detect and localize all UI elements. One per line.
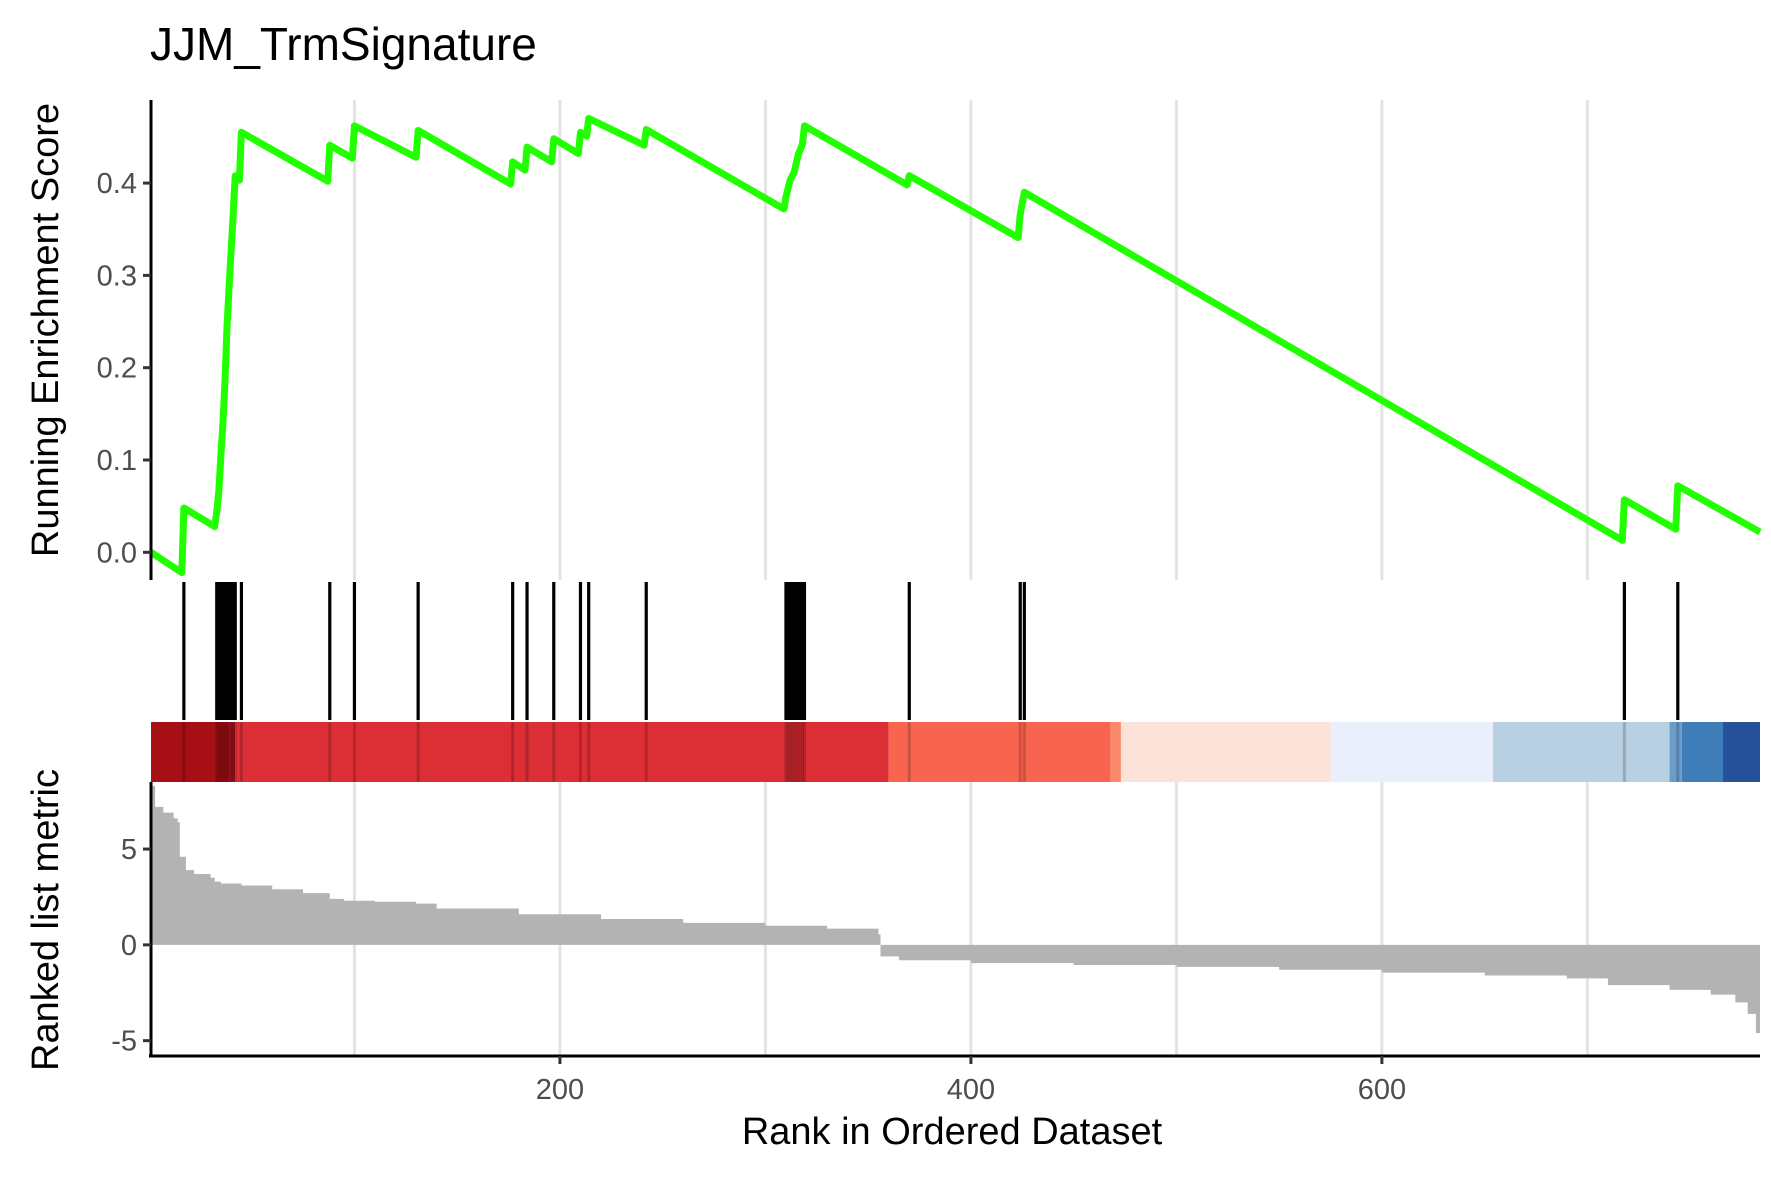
- color-band-8: [1669, 722, 1682, 782]
- x-gridlines: [352, 100, 1589, 1056]
- color-band-4: [1110, 722, 1121, 782]
- metric-tick-label: 0: [121, 930, 137, 962]
- ranked-metric-area: [151, 785, 1760, 1045]
- es-tick-label: 0.1: [97, 445, 137, 477]
- color-band-2: [235, 722, 889, 782]
- x-axis-title: Rank in Ordered Dataset: [742, 1111, 1163, 1153]
- color-band-3: [888, 722, 1111, 782]
- gene-hit-ticks: [182, 582, 1680, 782]
- color-band-0: [151, 722, 230, 782]
- color-band-1: [229, 722, 236, 782]
- color-band-9: [1681, 722, 1724, 782]
- metric-y-axis-title: Ranked list metric: [25, 769, 67, 1071]
- es-tick-label: 0.0: [97, 537, 137, 569]
- color-band-6: [1330, 722, 1493, 782]
- es-line: [149, 114, 1762, 577]
- color-band-7: [1492, 722, 1670, 782]
- axes: [143, 100, 1760, 1064]
- color-band-10: [1723, 722, 1760, 782]
- tick-labels: 0.0 0.1 0.2 0.3 0.4 5 0 -5 200 400 600: [97, 168, 1406, 1106]
- x-tick-label: 200: [536, 1074, 584, 1106]
- es-tick-label: 0.3: [97, 260, 137, 292]
- chart-title: JJM_TrmSignature: [150, 18, 537, 70]
- es-tick-label: 0.2: [97, 353, 137, 385]
- metric-tick-label: -5: [111, 1026, 137, 1058]
- rank-color-bar: [151, 722, 1760, 782]
- es-y-axis-title: Running Enrichment Score: [25, 103, 67, 557]
- metric-tick-label: 5: [121, 834, 137, 866]
- x-tick-label: 400: [947, 1074, 995, 1106]
- running-enrichment-line: [149, 114, 1762, 577]
- ranked-metric-fill: [151, 785, 1760, 1045]
- color-band-5: [1120, 722, 1331, 782]
- x-tick-label: 600: [1358, 1074, 1406, 1106]
- es-tick-label: 0.4: [97, 168, 137, 200]
